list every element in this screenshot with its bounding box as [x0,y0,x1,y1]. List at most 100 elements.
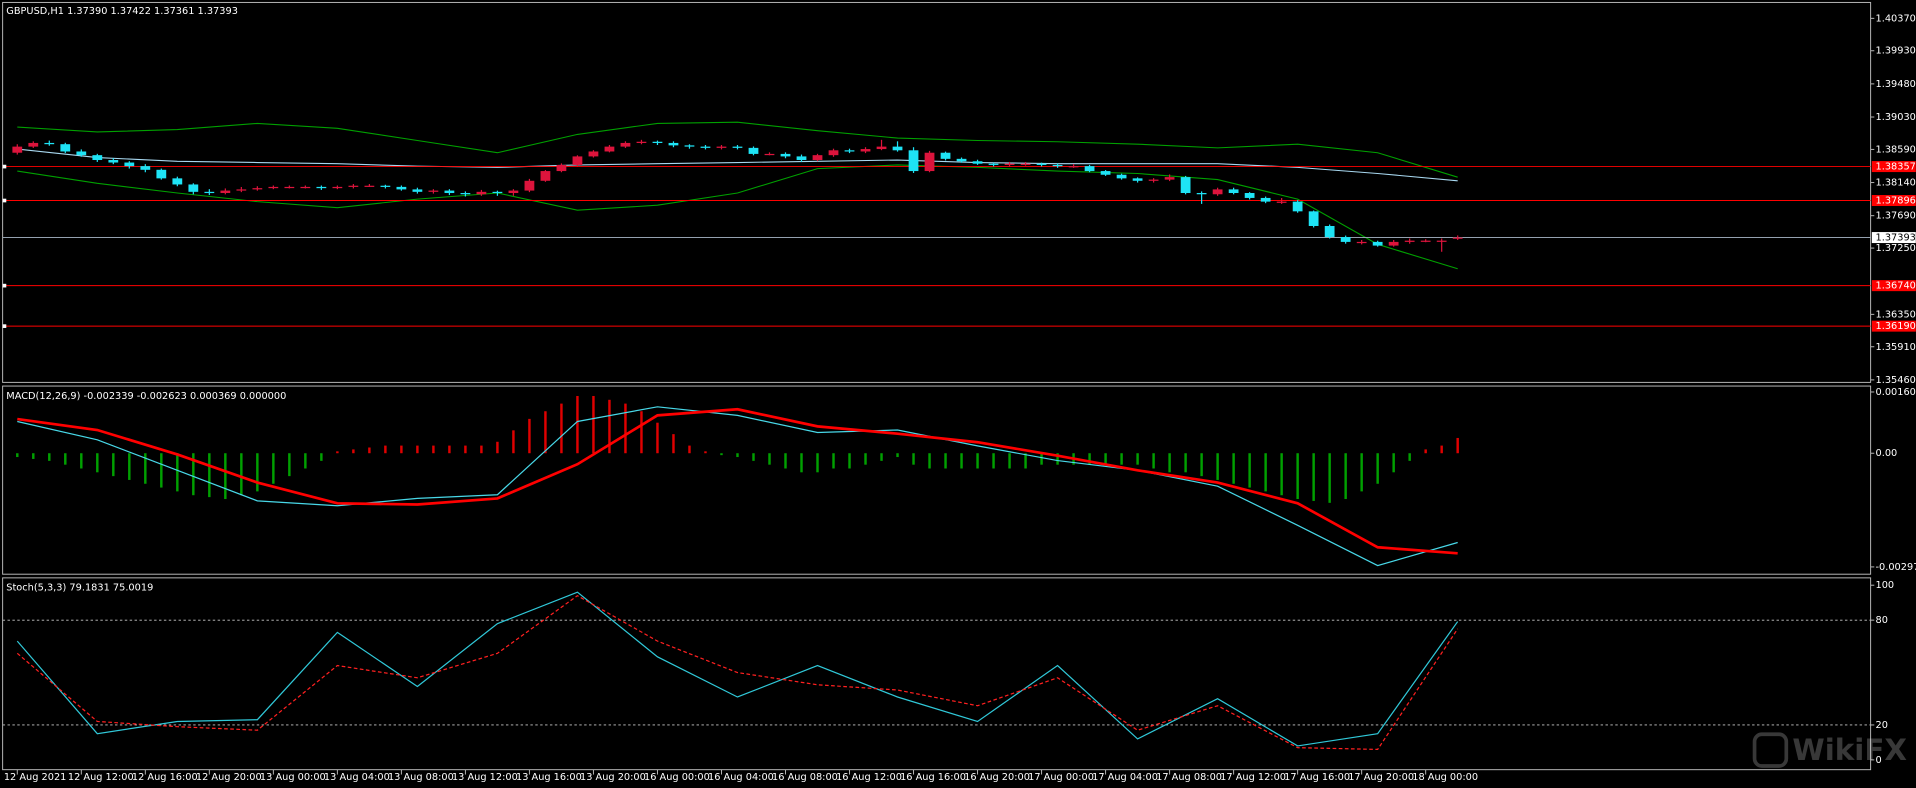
candle-body [540,171,551,181]
candle-body [92,155,103,161]
histogram-bar [624,403,627,454]
candle-body [1164,177,1175,180]
y-tick-label: 1.35460 [1876,375,1916,386]
x-tick-label: 17 Aug 08:00 [1156,772,1222,783]
y-tick-label: 1.38140 [1876,178,1916,189]
histogram-bar [1296,453,1299,500]
histogram-bar [1088,453,1091,465]
candle-body [156,169,167,179]
histogram-bar [1312,453,1315,501]
x-tick-label: 17 Aug 12:00 [1220,772,1286,783]
x-tick-label: 16 Aug 00:00 [644,772,710,783]
candle-body [492,191,503,194]
histogram-bar [768,453,771,465]
histogram-bar [1440,445,1443,454]
candle-body [764,153,775,156]
candle-body [716,146,727,148]
candle-body [1452,237,1463,239]
histogram-bar [336,451,339,454]
histogram-bar [1168,453,1171,473]
candle-body [300,186,311,189]
histogram-bar [1232,453,1235,484]
y-tick-label: 0.00 [1876,448,1898,459]
histogram-bar [960,453,963,469]
y-tick-label: 1.37690 [1876,211,1916,222]
candle-body [28,142,39,147]
histogram-bar [1200,453,1203,477]
histogram-bar [208,453,211,498]
candle-body [316,186,327,189]
y-tick-label: 0 [1876,755,1882,766]
candle-body [1340,237,1351,242]
macd-panel-title: MACD(12,26,9) -0.002339 -0.002623 0.0003… [6,391,286,402]
candle-body [1180,177,1191,194]
histogram-bar [80,453,83,469]
histogram-bar [64,453,67,465]
price-panel-frame [2,1,1872,383]
candle-body [460,193,471,195]
x-tick-label: 12 Aug 16:00 [132,772,198,783]
histogram-bar [672,434,675,454]
histogram-bar [1024,453,1027,469]
histogram-bar [688,445,691,454]
histogram-bar [800,453,803,473]
candle-body [1100,171,1111,175]
x-tick-label: 17 Aug 20:00 [1348,772,1414,783]
x-tick-label: 17 Aug 04:00 [1092,772,1158,783]
last-price-box [1871,232,1916,244]
histogram-bar [1040,453,1043,465]
histogram-bar [32,453,35,459]
y-tick-label: 1.36350 [1876,309,1916,320]
x-tick-label: 16 Aug 04:00 [708,772,774,783]
candle-body [1292,201,1303,212]
candle-body [1052,164,1063,167]
x-tick-label: 17 Aug 00:00 [1028,772,1094,783]
candle-body [556,164,567,172]
candle-body [348,185,359,187]
candle-body [812,155,823,161]
histogram-bar [976,453,979,469]
candle-body [364,185,375,187]
stoch-panel-title: Stoch(5,3,3) 79.1831 75.0019 [6,583,153,594]
level-label-box [1871,280,1916,292]
indicator-line [17,407,1458,555]
histogram-bar [1008,453,1011,469]
histogram-bar [848,453,851,469]
watermark-icon [1752,732,1789,768]
histogram-bar [304,453,307,469]
candle-body [620,142,631,147]
macd-panel-frame [2,385,1872,575]
candle-body [1308,211,1319,226]
histogram-bar [912,453,915,465]
histogram-bar [992,453,995,469]
x-tick-label: 13 Aug 12:00 [452,772,518,783]
candle-body [1404,240,1415,242]
indicator-line [16,594,1459,751]
histogram-bar [368,447,371,454]
x-tick-label: 12 Aug 2021 [4,772,67,783]
level-handle [2,164,7,169]
histogram-bar [1392,453,1395,473]
y-tick-label: 20 [1876,720,1888,731]
x-tick-label: 16 Aug 12:00 [836,772,902,783]
candle-body [1068,166,1079,168]
candle-body [60,144,71,152]
histogram-bar [144,453,147,484]
histogram-bar [48,453,51,461]
histogram-bar [432,445,435,454]
histogram-bar [608,399,611,454]
y-tick-label: 100 [1876,580,1895,591]
histogram-bar [576,395,579,454]
histogram-bar [1408,453,1411,461]
y-tick-label: 1.37250 [1876,243,1916,254]
histogram-bar [1248,453,1251,488]
histogram-bar [1216,453,1219,480]
histogram-bar [512,430,515,454]
candle-body [1388,241,1399,246]
candle-body [508,190,519,194]
x-tick-label: 13 Aug 20:00 [580,772,646,783]
candle-body [1436,240,1447,242]
level-handle [2,198,7,203]
x-tick-label: 18 Aug 00:00 [1412,772,1478,783]
